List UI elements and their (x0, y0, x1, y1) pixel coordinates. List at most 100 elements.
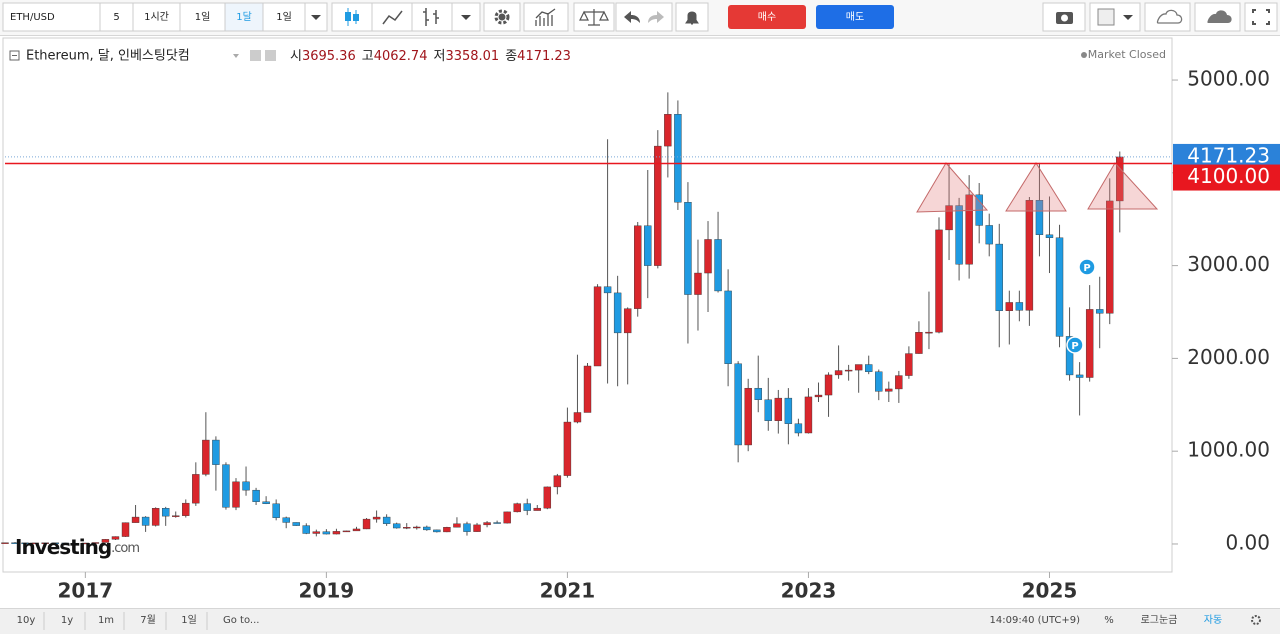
logo-suffix: .com (111, 541, 139, 556)
candle-body (1075, 374, 1084, 378)
candle-body (674, 114, 682, 203)
candle-body (744, 387, 752, 446)
candle-body (844, 369, 853, 372)
candle-body (834, 370, 843, 376)
candle-body (503, 511, 511, 524)
status-dot (1081, 52, 1087, 58)
range-button[interactable]: 1y (61, 615, 73, 626)
event-marker[interactable] (1066, 336, 1084, 354)
indicator-icon (535, 8, 556, 26)
candles (1, 92, 1124, 545)
candle-body (704, 239, 712, 274)
interval-label: 1일 (276, 11, 292, 23)
interval-button[interactable] (262, 2, 306, 32)
interval-label: 1일 (195, 11, 211, 23)
candle-body (513, 503, 521, 513)
range-button[interactable]: 1m (98, 615, 114, 626)
interval-button[interactable] (179, 2, 226, 32)
ohlc-key: 시 (290, 49, 302, 64)
candle-body (593, 286, 602, 367)
candle-body (161, 508, 170, 517)
candle-icon-button[interactable] (331, 2, 373, 32)
range-button[interactable]: 7월 (140, 614, 156, 626)
candle-body (1095, 309, 1104, 314)
ohlc-value: 3358.01 (445, 49, 499, 64)
fullscreen-icon (1252, 9, 1270, 25)
legend-icon (265, 50, 276, 61)
candle-body (81, 542, 90, 545)
candle-body (824, 374, 833, 396)
candle-body (1085, 309, 1094, 378)
candle-body (1065, 336, 1074, 376)
candle-body (131, 516, 140, 523)
candle-body (413, 526, 421, 529)
x-tick-label: 2021 (540, 579, 596, 603)
y-tick-label: 2000.00 (1187, 345, 1270, 369)
percent-toggle[interactable]: % (1104, 615, 1114, 626)
candle-body (51, 542, 59, 544)
candle-body (533, 507, 541, 511)
candle-body (654, 145, 662, 266)
candle-body (774, 397, 783, 421)
range-button[interactable]: 10y (17, 615, 36, 626)
interval-label: 5 (113, 12, 119, 23)
fullscreen-button[interactable] (1244, 2, 1278, 32)
candle-body (553, 475, 562, 488)
candle-body (1055, 237, 1064, 337)
alert-tag (1173, 164, 1280, 191)
last-price-label: 4171.23 (1187, 143, 1270, 167)
interval-button[interactable] (99, 2, 134, 32)
redo-icon (648, 11, 664, 23)
event-marker[interactable] (1078, 258, 1096, 276)
interval-button[interactable] (132, 2, 181, 32)
candle-body (814, 394, 823, 398)
sell-button[interactable] (816, 5, 894, 29)
candle-body (362, 518, 371, 530)
area-icon-button[interactable] (371, 2, 413, 32)
gear-icon (498, 13, 506, 21)
triangle-drawing (916, 162, 989, 213)
symbol-input[interactable] (2, 2, 101, 32)
candle-body (202, 439, 210, 475)
candle-body (463, 523, 471, 532)
legend-dropdown[interactable] (233, 54, 239, 58)
indicator-button[interactable] (523, 2, 569, 32)
log-toggle[interactable]: 로그눈금 (1141, 614, 1178, 626)
y-tick-label: 5000.00 (1187, 67, 1270, 91)
candle-body (865, 364, 873, 372)
interval-group: 5 1시간 1일 1달 1일 (99, 2, 306, 32)
range-button[interactable]: 1일 (181, 614, 197, 626)
alert-label: 4100.00 (1187, 164, 1270, 188)
auto-toggle[interactable]: 자동 (1204, 614, 1222, 626)
candle-body (121, 522, 130, 537)
candle-body (935, 229, 943, 333)
candle-body (262, 501, 270, 505)
scale-icon (579, 9, 609, 26)
ohlc-value: 4171.23 (517, 49, 571, 64)
cloud-load-button[interactable] (1144, 2, 1191, 32)
candle-body (1, 542, 9, 544)
candle-body (543, 486, 552, 509)
ohlc-key: 종 (505, 49, 517, 64)
candle-body (111, 536, 120, 540)
bar-icon-button[interactable] (411, 2, 453, 32)
candle-body (885, 388, 893, 392)
candle-body (1106, 200, 1114, 314)
event-marker-label: P (1083, 263, 1090, 274)
y-tick-label: 1000.00 (1187, 438, 1270, 462)
candle-icon (345, 12, 351, 21)
candle-body (433, 529, 441, 533)
candle-body (182, 502, 190, 516)
bottom-gear[interactable] (1251, 615, 1261, 625)
candle-body (1025, 200, 1034, 311)
candle-body (714, 239, 722, 292)
goto-button[interactable]: Go to... (223, 615, 259, 626)
candle-body (443, 527, 451, 533)
ohlc-value: 4062.74 (374, 49, 428, 64)
x-tick-label: 2019 (299, 579, 355, 603)
candle-body (212, 439, 220, 465)
buy-button[interactable] (728, 5, 806, 29)
x-tick-label: 2017 (58, 579, 114, 603)
dropdown-arrow (461, 15, 471, 20)
